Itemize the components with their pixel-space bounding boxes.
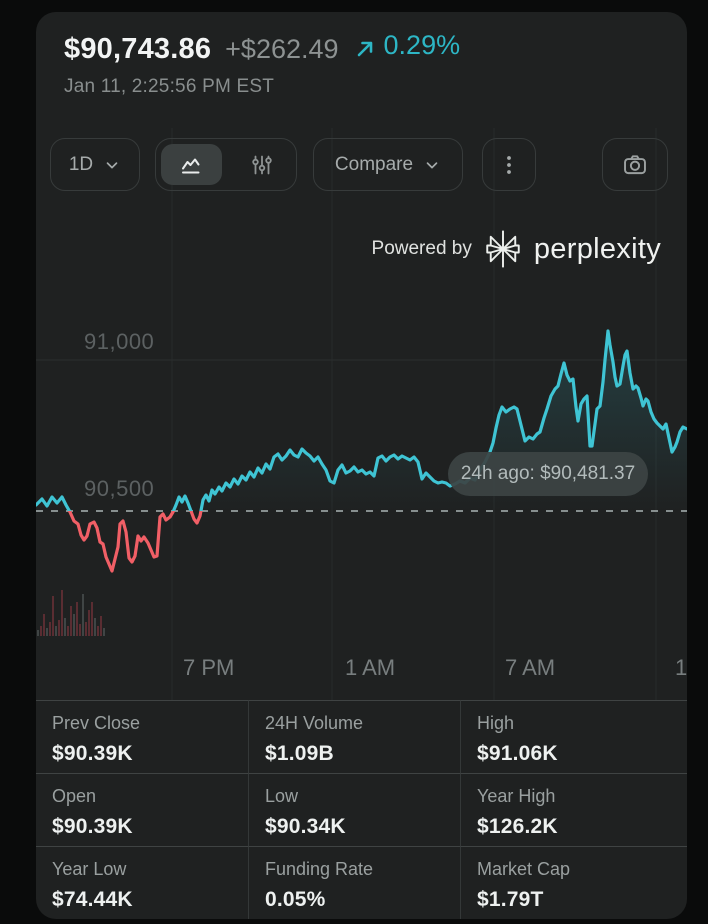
candlestick-settings-toggle[interactable] — [227, 139, 296, 190]
powered-by-label: Powered by — [371, 238, 472, 259]
range-label: 1D — [68, 153, 94, 175]
stat-24h-volume: 24H Volume $1.09B — [248, 700, 460, 773]
range-selector-button[interactable]: 1D — [50, 138, 140, 191]
compare-label: Compare — [334, 153, 414, 175]
snapshot-button[interactable] — [602, 138, 668, 191]
current-price: $90,743.86 — [64, 32, 212, 65]
sliders-icon — [251, 155, 272, 174]
x-axis-tick: 7 PM — [183, 655, 235, 680]
camera-icon — [624, 154, 646, 174]
perplexity-logo-icon — [486, 230, 520, 268]
stat-market-cap: Market Cap $1.79T — [460, 846, 687, 919]
stat-year-high: Year High $126.2K — [460, 773, 687, 846]
perplexity-wordmark: perplexity — [533, 232, 661, 265]
stats-table: Prev Close $90.39K 24H Volume $1.09B Hig… — [36, 700, 687, 919]
chevron-down-icon — [106, 161, 118, 168]
chart-type-segmented-control — [155, 138, 297, 191]
powered-by-branding: Powered by perplexity — [372, 226, 661, 272]
x-axis-tick: 1 AM — [345, 655, 396, 680]
x-axis-tick: 7 AM — [505, 655, 556, 680]
price-line-up — [36, 329, 687, 511]
area-fill — [36, 331, 687, 511]
trend-up-arrow-icon — [357, 41, 372, 56]
price-change-percent: 0.29% — [383, 30, 461, 60]
stat-year-low: Year Low $74.44K — [36, 846, 248, 919]
more-vertical-icon — [507, 155, 511, 174]
chevron-down-icon — [426, 161, 438, 168]
stat-low: Low $90.34K — [248, 773, 460, 846]
price-line-down — [67, 511, 203, 573]
y-axis-tick: 91,000 — [84, 329, 155, 354]
price-chart[interactable] — [36, 128, 687, 700]
price-header: $90,743.86 +$262.49 0.29% — [64, 30, 460, 66]
line-chart-toggle[interactable] — [161, 144, 222, 185]
price-chart-svg — [36, 128, 687, 700]
volume-bars — [37, 590, 105, 636]
chart-gridlines — [36, 128, 687, 700]
prev-close-tooltip: 24h ago: $90,481.37 — [448, 452, 648, 496]
y-axis-tick: 90,500 — [84, 476, 155, 501]
price-change: +$262.49 — [225, 33, 339, 64]
x-axis-tick: 1 — [675, 655, 687, 680]
quote-timestamp: Jan 11, 2:25:56 PM EST — [64, 76, 274, 97]
stat-open: Open $90.39K — [36, 773, 248, 846]
area-chart-icon — [181, 158, 199, 173]
stat-prev-close: Prev Close $90.39K — [36, 700, 248, 773]
more-options-button[interactable] — [482, 138, 536, 191]
stat-high: High $91.06K — [460, 700, 687, 773]
compare-button[interactable]: Compare — [313, 138, 463, 191]
stat-funding-rate: Funding Rate 0.05% — [248, 846, 460, 919]
finance-widget-card: $90,743.86 +$262.49 0.29% Jan 11, 2:25:5… — [36, 12, 687, 919]
